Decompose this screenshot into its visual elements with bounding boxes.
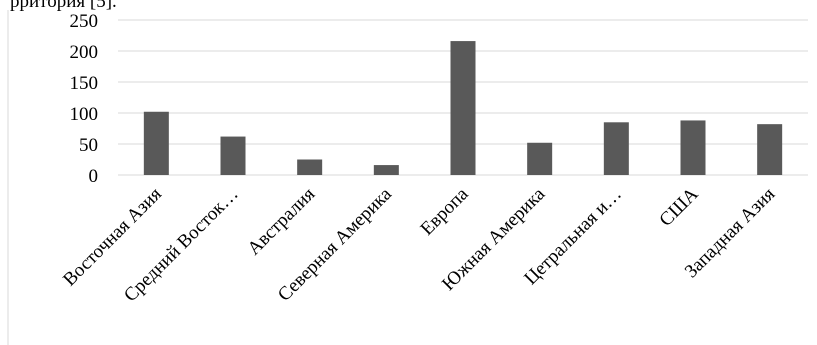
bar (757, 124, 783, 175)
y-axis-labels: 0 50 100 150 200 250 (70, 11, 99, 187)
y-tick-label: 0 (89, 166, 99, 187)
y-tick-label: 200 (70, 42, 99, 63)
x-category-label: Европа (417, 183, 473, 239)
x-category-label: США (655, 183, 702, 230)
bar (680, 120, 706, 175)
y-tick-label: 150 (70, 73, 99, 94)
bar (527, 142, 553, 175)
preceding-text-fragment: рритория [5]. (10, 0, 117, 12)
bars (143, 41, 783, 175)
y-tick-label: 100 (70, 104, 99, 125)
y-tick-label: 50 (79, 135, 98, 156)
y-tick-label: 250 (70, 11, 99, 32)
bar (143, 111, 169, 175)
x-category-label: Австралия (244, 184, 320, 260)
bar (220, 136, 246, 175)
bar (603, 122, 629, 175)
bar (373, 165, 399, 175)
bar (297, 159, 323, 175)
bar (450, 41, 476, 175)
